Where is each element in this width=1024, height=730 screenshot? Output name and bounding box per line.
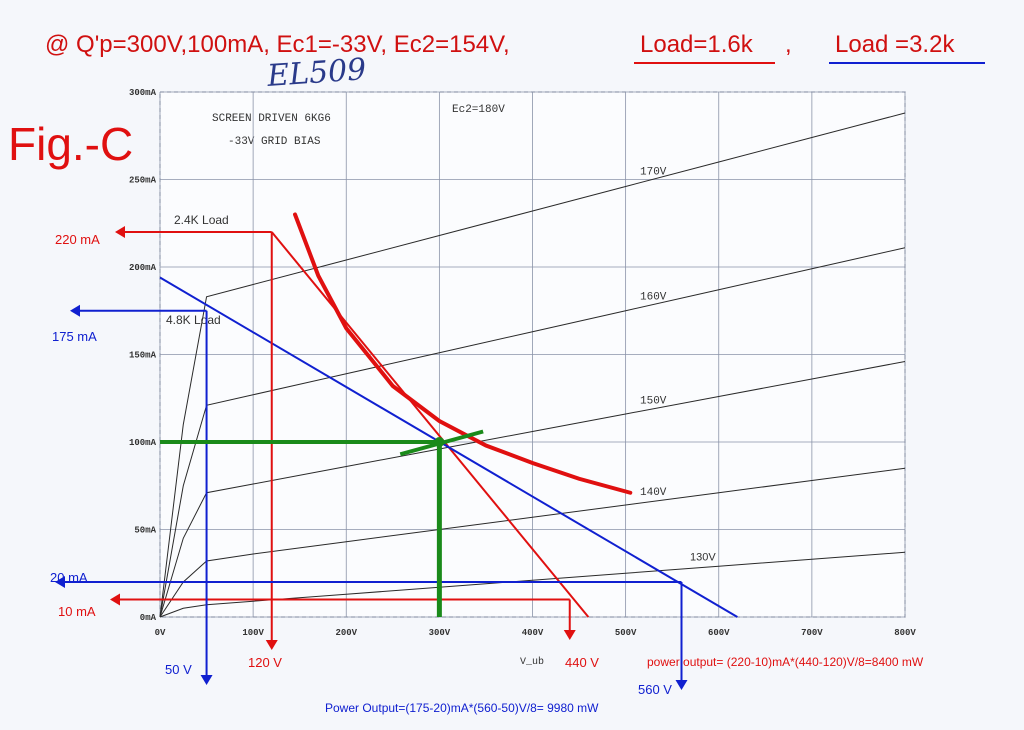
voltage-label: 50 V xyxy=(165,662,192,677)
legend-separator: , xyxy=(785,31,792,58)
y-tick-label: 0mA xyxy=(140,613,157,623)
voltage-label: 560 V xyxy=(638,682,672,697)
handwritten-note: EL509 xyxy=(265,52,367,94)
chart-note: SCREEN DRIVEN 6KG6 xyxy=(212,113,331,125)
current-label: 20 mA xyxy=(50,570,88,585)
y-tick-label: 250mA xyxy=(129,176,157,186)
x-tick-label: 200V xyxy=(335,628,357,638)
y-tick-label: 150mA xyxy=(129,351,157,361)
operating-point xyxy=(434,437,445,447)
y-tick-label: 100mA xyxy=(129,438,157,448)
current-label: 10 mA xyxy=(58,604,96,619)
dissipation-curve xyxy=(293,212,633,495)
arrowhead xyxy=(55,576,65,588)
arrowhead xyxy=(110,593,120,606)
figure-label: Fig.-C xyxy=(8,118,133,170)
legend-label: Load =3.2k xyxy=(835,31,955,58)
x-tick-label: 500V xyxy=(615,628,637,638)
x-tick-label: 400V xyxy=(522,628,544,638)
y-tick-label: 50mA xyxy=(134,526,156,536)
power-result: power output= (220-10)mA*(440-120)V/8=84… xyxy=(647,655,924,669)
current-label: 175 mA xyxy=(52,329,97,344)
x-tick-label: 800V xyxy=(894,628,916,638)
plate-curve xyxy=(159,112,906,618)
arrowhead xyxy=(200,675,213,685)
x-tick-label: 600V xyxy=(708,628,730,638)
load-line xyxy=(270,231,590,618)
curve-label: 160V xyxy=(640,292,667,304)
curve-label: 140V xyxy=(640,487,667,499)
power-result: Power Output=(175-20)mA*(560-50)V/8= 998… xyxy=(325,701,599,715)
arrowhead xyxy=(675,680,688,690)
legend-label: Load=1.6k xyxy=(640,31,754,58)
x-tick-label: 0V xyxy=(155,628,166,638)
y-tick-label: 200mA xyxy=(129,263,157,273)
x-tick-label: 100V xyxy=(242,628,264,638)
arrowhead xyxy=(70,304,80,317)
load-line xyxy=(159,276,738,618)
reference-load-label: 2.4K Load xyxy=(174,213,229,227)
curve-label: 170V xyxy=(640,167,667,179)
arrowhead xyxy=(115,226,125,238)
chart-note: -33V GRID BIAS xyxy=(228,136,321,148)
curve-label: 150V xyxy=(640,395,667,407)
x-axis-label: V_ub xyxy=(520,656,544,668)
voltage-label: 440 V xyxy=(565,655,599,670)
arrowhead xyxy=(265,640,278,650)
voltage-label: 120 V xyxy=(248,655,282,670)
arrowhead xyxy=(563,630,576,640)
curve-label: 130V xyxy=(690,551,716,563)
chart-note: Ec2=180V xyxy=(452,104,505,116)
y-tick-label: 300mA xyxy=(129,88,157,98)
x-tick-label: 300V xyxy=(429,628,451,638)
reference-load-label: 4.8K Load xyxy=(166,313,221,327)
chart-title: @ Q'p=300V,100mA, Ec1=-33V, Ec2=154V, xyxy=(45,31,510,58)
current-label: 220 mA xyxy=(55,232,100,247)
plate-curve xyxy=(159,247,906,618)
x-tick-label: 700V xyxy=(801,628,823,638)
